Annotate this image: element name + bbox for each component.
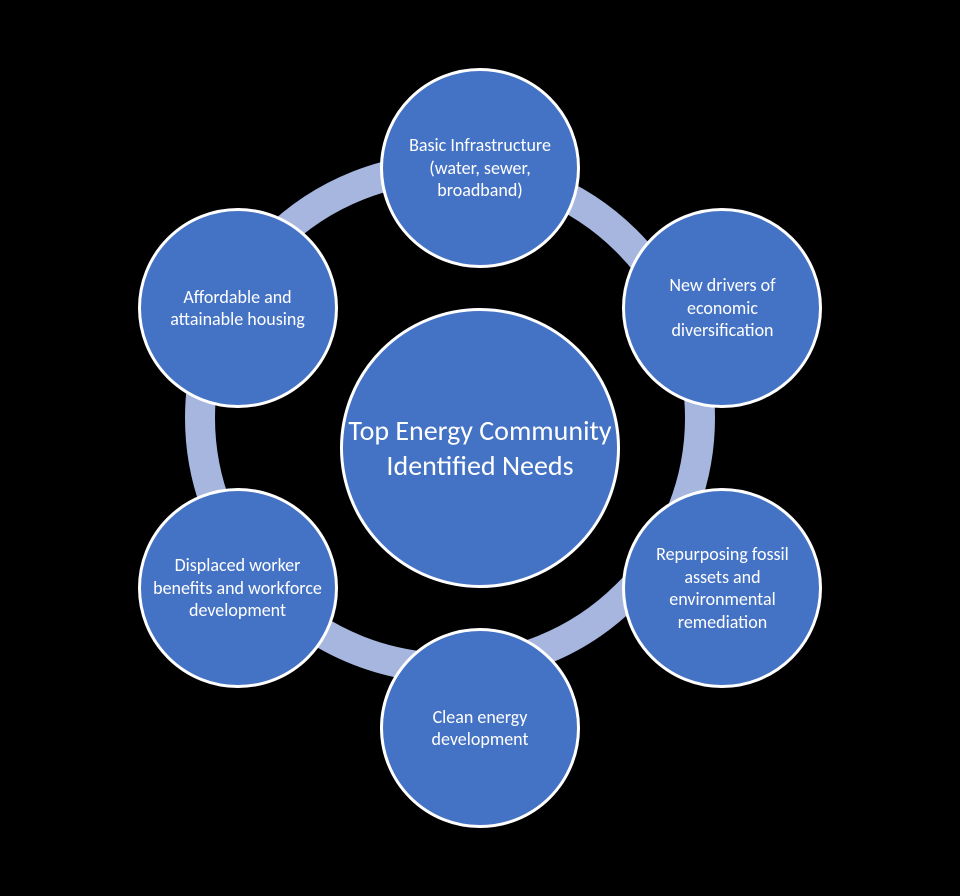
outer-node: Repurposing fossil assets and environmen… bbox=[622, 488, 822, 688]
radial-diagram: Top Energy Community Identified Needs Ba… bbox=[80, 48, 880, 848]
outer-node-label: New drivers of economic diversification bbox=[637, 274, 807, 342]
outer-node: Basic Infrastructure (water, sewer, broa… bbox=[380, 68, 580, 268]
outer-node: Affordable and attainable housing bbox=[138, 208, 338, 408]
outer-node: Displaced worker benefits and workforce … bbox=[138, 488, 338, 688]
center-label: Top Energy Community Identified Needs bbox=[343, 413, 617, 483]
outer-node-label: Clean energy development bbox=[395, 706, 565, 751]
outer-node-label: Displaced worker benefits and workforce … bbox=[153, 554, 323, 622]
outer-node-label: Basic Infrastructure (water, sewer, broa… bbox=[395, 134, 565, 202]
outer-node: New drivers of economic diversification bbox=[622, 208, 822, 408]
outer-node-label: Repurposing fossil assets and environmen… bbox=[637, 543, 807, 633]
outer-node-label: Affordable and attainable housing bbox=[153, 286, 323, 331]
center-node: Top Energy Community Identified Needs bbox=[340, 308, 620, 588]
outer-node: Clean energy development bbox=[380, 628, 580, 828]
